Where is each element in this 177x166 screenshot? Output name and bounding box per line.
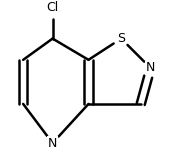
Text: Cl: Cl xyxy=(46,1,59,14)
Text: N: N xyxy=(146,61,155,75)
Text: S: S xyxy=(117,32,125,45)
Text: N: N xyxy=(48,137,57,150)
